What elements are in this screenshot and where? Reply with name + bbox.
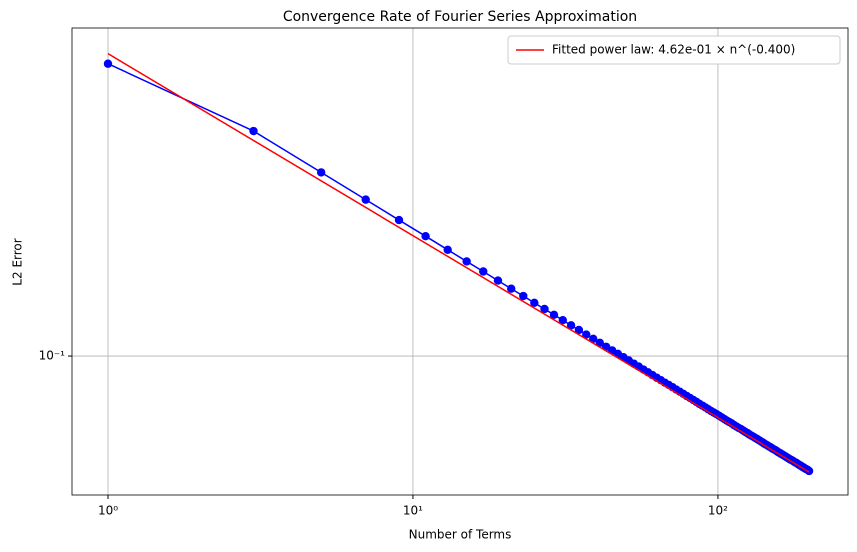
data-point	[462, 257, 471, 266]
data-point	[804, 466, 814, 476]
data-point	[103, 59, 113, 68]
x-tick-label: 10⁰	[98, 504, 118, 518]
plot-frame	[71, 27, 849, 496]
x-tick-label: 10²	[708, 504, 728, 518]
data-point	[558, 315, 568, 325]
legend-box	[507, 35, 841, 65]
data-point	[566, 321, 576, 330]
data-point	[443, 245, 452, 255]
data-point	[479, 267, 488, 276]
x-tick-label: 10¹	[403, 504, 423, 518]
data-point	[507, 284, 516, 293]
data-point	[530, 298, 539, 308]
data-point	[549, 310, 559, 320]
data-point	[394, 215, 404, 225]
data-point	[361, 195, 370, 204]
data-point	[582, 330, 591, 339]
y-axis-label: L2 Error	[11, 238, 25, 285]
data-point	[316, 168, 326, 177]
data-point	[519, 291, 528, 301]
y-tick-label: 10⁻¹	[39, 349, 66, 363]
series-line	[107, 52, 810, 473]
data-point	[493, 276, 503, 285]
data-point	[421, 232, 430, 241]
data-point	[249, 126, 258, 136]
data-point	[589, 334, 598, 344]
x-axis-label: Number of Terms	[409, 528, 512, 542]
data-point	[595, 338, 605, 348]
chart-title: Convergence Rate of Fourier Series Appro…	[283, 9, 637, 25]
data-point	[574, 325, 584, 335]
data-point	[540, 304, 549, 314]
legend-label: Fitted power law: 4.62e-01 × n^(-0.400)	[552, 43, 795, 57]
